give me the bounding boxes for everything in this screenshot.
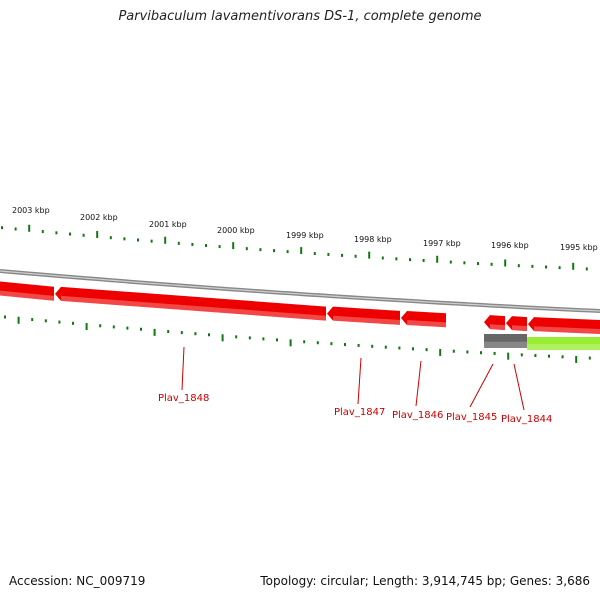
- ruler-label: 1997 kbp: [423, 239, 461, 248]
- gene-Plav_1846: [401, 310, 446, 328]
- ruler-label: 2000 kbp: [217, 226, 255, 235]
- ruler-labels: 2003 kbp 2002 kbp 2001 kbp 2000 kbp 1999 kbp…: [12, 206, 598, 252]
- gene-labels: Plav_1848 Plav_1847 Plav_1846 Plav_1845 Plav…: [158, 346, 552, 425]
- gene-label: Plav_1844: [501, 414, 552, 425]
- gene-Plav_1844-shade: [512, 325, 527, 332]
- gene-label-leader: [469, 363, 494, 408]
- gene-track: [0, 281, 600, 350]
- genome-backbone: [0, 269, 600, 313]
- feature-green-shade: [527, 344, 600, 350]
- gene-Plav_1843-shade: [534, 326, 600, 334]
- gene-label-leader: [415, 360, 422, 407]
- ruler-label: 1995 kbp: [560, 243, 598, 252]
- gene-Plav_1846-shade: [407, 320, 446, 328]
- ruler-upper: [1, 224, 588, 271]
- gene-Plav_1848-shade: [61, 295, 326, 321]
- genome-summary: Topology: circular; Length: 3,914,745 bp…: [260, 574, 590, 588]
- accession-label: Accession: NC_009719: [9, 574, 146, 588]
- gene-label: Plav_1847: [334, 407, 385, 418]
- gene-Plav_1844: [506, 316, 527, 332]
- gene-Plav_1849-shade: [0, 290, 54, 301]
- feature-dark-shade: [484, 341, 527, 348]
- ruler-label: 2002 kbp: [80, 213, 118, 222]
- gene-Plav_1847: [327, 306, 400, 325]
- gene-Plav_1843: [528, 317, 600, 334]
- feature-dark: [484, 334, 527, 348]
- gene-Plav_1845-shade: [490, 324, 505, 331]
- ruler-label: 1996 kbp: [491, 241, 529, 250]
- genome-backbone-highlight: [0, 270, 600, 312]
- gene-Plav_1845: [484, 315, 505, 331]
- ruler-label: 1999 kbp: [286, 231, 324, 240]
- gene-Plav_1848: [55, 286, 326, 321]
- gene-Plav_1849: [0, 281, 54, 301]
- ruler-label: 1998 kbp: [354, 235, 392, 244]
- gene-label: Plav_1846: [392, 410, 443, 421]
- ruler-label: 2001 kbp: [149, 220, 187, 229]
- gene-label: Plav_1845: [446, 412, 497, 423]
- gene-label-leader: [513, 363, 525, 411]
- gene-label-leader: [357, 357, 362, 405]
- gene-Plav_1847-shade: [333, 315, 400, 325]
- map-title: Parvibaculum lavamentivorans DS-1, compl…: [118, 9, 482, 24]
- feature-green: [527, 337, 600, 350]
- gene-label: Plav_1848: [158, 393, 209, 404]
- ruler-lower: [4, 315, 591, 363]
- gene-label-leader: [181, 346, 185, 391]
- ruler-label: 2003 kbp: [12, 206, 50, 215]
